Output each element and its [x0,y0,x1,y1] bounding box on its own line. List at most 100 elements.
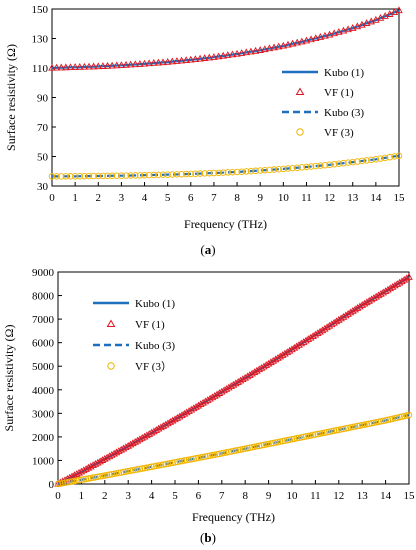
point-a-3 [293,164,301,171]
point-b-3 [87,474,95,482]
point-b-3 [230,447,237,455]
x-tick-label-a: 4 [142,192,148,204]
point-a-3 [358,157,366,165]
point-b-3 [248,444,256,451]
point-a-3 [238,168,245,175]
legend-label-a-1: VF (1) [324,87,354,99]
y-tick-label-b: 4000 [32,385,55,397]
plot-area-a [51,8,400,187]
point-b-3 [380,417,387,425]
point-a-3 [229,168,236,176]
point-a-3 [48,173,56,180]
point-b-3 [267,440,275,447]
point-b-3 [330,427,338,435]
point-b-3 [302,433,310,440]
point-b-3 [265,440,272,448]
point-a-1 [316,33,325,40]
point-a-1 [113,61,121,69]
point-b-3 [328,427,336,435]
x-tick-label-a: 6 [188,192,194,204]
x-tick-label-a: 10 [278,192,290,204]
point-b-3 [181,457,188,464]
point-a-3 [71,173,79,180]
point-a-3 [395,152,403,160]
point-a-1 [261,45,269,53]
point-a-1 [385,10,394,17]
x-tick-label-a: 15 [394,192,406,204]
point-a-3 [215,169,222,177]
point-a-1 [140,59,149,67]
point-b-3 [312,431,319,438]
point-a-1 [200,54,209,61]
point-b-3 [270,439,277,447]
point-a-3 [159,171,167,179]
point-b-3 [57,480,64,487]
y-ticks-a: 30 50 70 90 110 130 150 [32,4,56,193]
point-b-3 [190,455,197,462]
point-b-3 [298,434,305,441]
y-tick-label-b: 0 [49,479,55,491]
point-a-1 [108,61,116,69]
point-b-3 [216,450,223,458]
x-tick-label-a: 3 [119,192,125,204]
x-tick-label-b: 3 [125,490,131,502]
point-a-1 [307,35,315,43]
point-b-3 [305,432,312,440]
point-a-3 [266,166,273,174]
point-a-3 [141,171,148,179]
series-a [48,6,403,180]
x-tick-label-b: 14 [380,490,392,502]
point-a-1 [353,22,362,30]
point-b-3 [167,459,174,467]
point-b-3 [340,425,347,433]
point-b-3 [286,436,293,443]
point-a-3 [150,171,158,179]
point-b-3 [234,446,242,454]
panel-b: 0 1000 2000 3000 4000 5000 6000 7000 8000 9000 0 1… [2,267,415,545]
point-b-3 [143,464,151,471]
point-a-3 [164,171,171,178]
point-a-3 [298,164,306,171]
point-b-3 [372,419,380,426]
point-a-1 [219,51,227,59]
point-b-3 [335,426,343,434]
point-a-3 [53,173,60,180]
y-tick-label-a: 150 [32,4,49,16]
point-b-3 [101,472,109,479]
x-tick-label-b: 8 [242,490,248,502]
point-a-3 [367,156,375,164]
point-b-3 [94,473,102,481]
point-a-1 [173,57,181,64]
point-a-3 [317,162,324,169]
point-b-3 [85,475,92,482]
point-b-3 [358,421,366,429]
point-a-1 [372,15,380,23]
point-a-3 [187,170,195,178]
point-b-3 [389,415,396,423]
point-b-3 [110,470,118,478]
point-b-3 [295,434,303,442]
point-b-3 [258,442,265,449]
point-a-3 [391,153,398,160]
x-tick-label-a: 1 [72,192,78,204]
point-a-1 [168,57,177,65]
point-a-1 [163,57,172,65]
caption-a-close: ) [211,242,215,257]
point-b-3 [211,451,219,458]
point-a-1 [103,61,112,69]
point-b-3 [66,478,73,486]
point-a-1 [75,62,84,70]
point-a-3 [326,161,333,169]
point-a-3 [122,172,130,179]
legend-swatch-b-1 [106,319,116,327]
point-b-3 [398,413,406,420]
x-tick-label-b: 2 [102,490,108,502]
point-a-1 [210,53,218,60]
point-a-1 [205,53,214,61]
point-b-3 [244,444,251,452]
x-tick-label-a: 8 [234,192,240,204]
point-b-3 [153,462,160,470]
point-b-3 [227,448,235,455]
legend-label-b-0: Kubo (1) [135,298,175,310]
point-b-3 [405,411,413,419]
